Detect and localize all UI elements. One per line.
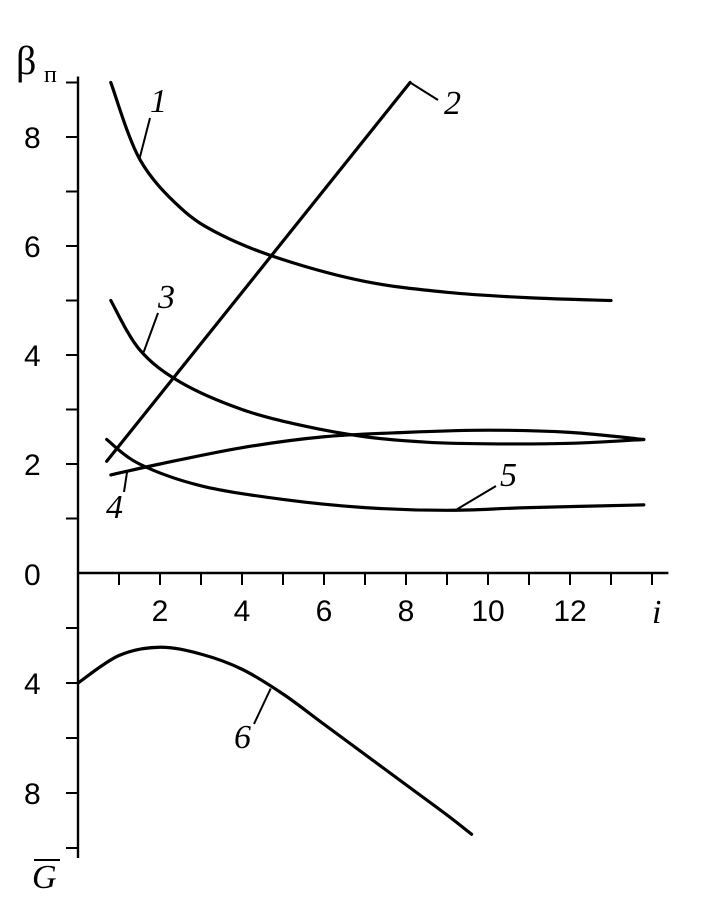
leader-line-5 (454, 485, 497, 512)
series-label-2: 2 (444, 85, 461, 122)
g-tick-label: 4 (24, 668, 41, 701)
series-line-1 (109, 80, 613, 303)
y-tick-label: 8 (24, 122, 41, 155)
x-tick-label: 2 (152, 595, 169, 628)
curves (76, 80, 646, 836)
x-tick-label: 10 (471, 595, 504, 628)
x-tick-label: 8 (398, 595, 415, 628)
y-tick-label: 4 (24, 340, 41, 373)
y-axis-subscript: п (44, 62, 57, 88)
series-label-6: 6 (234, 719, 251, 756)
y-tick-label: 0 (24, 559, 41, 592)
series-line-4 (109, 428, 646, 477)
series-line-5 (105, 437, 646, 512)
x-axis-label: i (652, 594, 661, 631)
series-label-1: 1 (150, 83, 167, 120)
series-label-4: 4 (106, 489, 123, 526)
y-axis-symbol: β (16, 38, 36, 83)
series-line-6 (76, 645, 474, 836)
g-tick-label: 8 (24, 778, 41, 811)
y-tick-label: 2 (24, 449, 41, 482)
leader-line-3 (142, 312, 159, 353)
axes (66, 76, 669, 858)
y-tick-label: 6 (24, 231, 41, 264)
x-tick-label: 6 (316, 595, 333, 628)
series-line-3 (109, 298, 646, 446)
leader-line-1 (138, 117, 151, 160)
leader-line-2 (409, 81, 439, 101)
series-label-3: 3 (157, 279, 175, 316)
x-tick-label: 12 (553, 595, 586, 628)
x-tick-label: 4 (234, 595, 251, 628)
g-axis-label: G (32, 859, 57, 896)
leader-line-6 (253, 688, 272, 725)
series-line-2 (105, 80, 412, 463)
series-label-5: 5 (500, 457, 517, 494)
leader-line-4 (123, 470, 129, 493)
